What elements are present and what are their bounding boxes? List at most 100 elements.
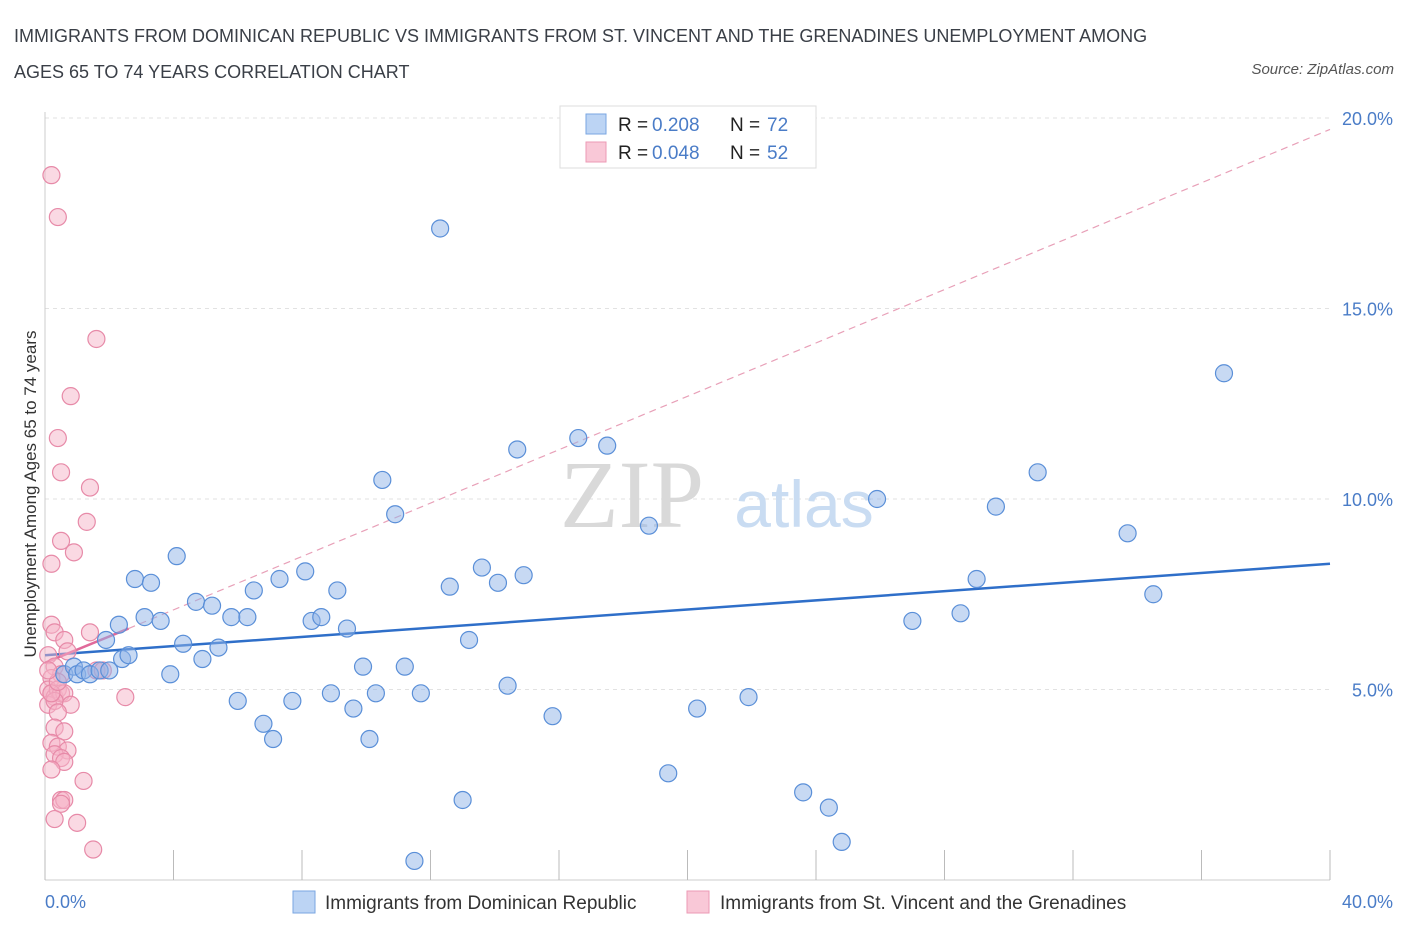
- blue-point-8: [109, 615, 128, 634]
- axes: [44, 112, 1331, 881]
- blue-point-38: [360, 729, 379, 749]
- pink-point-1: [48, 207, 67, 227]
- blue-point-11: [125, 569, 145, 589]
- blue-point-34: [328, 581, 347, 600]
- chart-title: IMMIGRANTS FROM DOMINICAN REPUBLIC VS IM…: [14, 18, 1214, 90]
- blue-point-23: [228, 691, 247, 711]
- blue-point-10: [119, 646, 138, 665]
- watermark: ZIP atlas: [560, 441, 874, 548]
- blue-point-65: [951, 604, 970, 623]
- pink-point-14: [58, 642, 77, 661]
- blue-point-67: [986, 497, 1006, 516]
- legend-n-label-1: N =: [730, 115, 760, 136]
- blue-point-60: [794, 783, 813, 802]
- pink-point-41: [42, 760, 61, 779]
- pink-point-2: [87, 329, 106, 349]
- x-tick-label-1: 40.0%: [1342, 892, 1393, 912]
- blue-point-62: [832, 832, 851, 852]
- blue-point-7: [100, 661, 119, 680]
- blue-point-44: [431, 219, 450, 238]
- x-tick-label-0: 0.0%: [45, 892, 86, 912]
- pink-point-47: [68, 813, 87, 832]
- pink-point-34: [55, 722, 74, 741]
- blue-point-55: [598, 436, 617, 455]
- legend-swatch-blue: [585, 113, 607, 135]
- blue-point-70: [1144, 585, 1163, 604]
- pink-point-0: [42, 166, 61, 185]
- legend-n-value-2: 52: [767, 143, 788, 164]
- pink-point-42: [74, 771, 93, 791]
- pink-point-46: [45, 809, 64, 829]
- pink-trend-line: [44, 627, 129, 664]
- blue-point-64: [903, 611, 922, 631]
- title-line-1: IMMIGRANTS FROM DOMINICAN REPUBLIC VS IM…: [14, 26, 1148, 46]
- blue-point-29: [283, 691, 302, 711]
- pink-point-45: [51, 794, 71, 813]
- blue-point-57: [659, 764, 678, 783]
- blue-point-32: [312, 608, 331, 627]
- blue-point-68: [1028, 463, 1047, 482]
- legend-r-value-1: 0.208: [652, 115, 700, 136]
- blue-point-24: [238, 608, 257, 627]
- y-tick-label-1: 10.0%: [1342, 490, 1393, 510]
- title-line-2: AGES 65 TO 74 YEARS CORRELATION CHART: [14, 62, 410, 82]
- watermark-atlas: atlas: [734, 467, 873, 541]
- blue-point-43: [411, 684, 430, 703]
- blue-point-50: [498, 676, 517, 695]
- blue-trend-line: [44, 562, 1331, 657]
- bottom-legend: Immigrants from Dominican Republic Immig…: [292, 890, 1126, 914]
- blue-point-6: [96, 630, 116, 650]
- blue-point-49: [488, 573, 508, 592]
- blue-point-46: [453, 790, 472, 810]
- blue-point-16: [167, 547, 186, 566]
- blue-point-26: [254, 714, 273, 733]
- blue-point-69: [1118, 524, 1137, 543]
- bottom-legend-swatch-pink: [686, 890, 710, 914]
- pink-point-31: [116, 688, 135, 707]
- blue-point-25: [244, 581, 263, 600]
- blue-point-63: [867, 489, 887, 509]
- blue-point-15: [161, 665, 180, 684]
- pink-point-32: [48, 703, 67, 722]
- blue-point-59: [739, 688, 758, 707]
- y-tick-label-3: 20.0%: [1342, 109, 1393, 129]
- pink-point-5: [51, 463, 71, 482]
- blue-point-71: [1214, 364, 1234, 383]
- blue-point-66: [967, 569, 986, 589]
- pink-point-8: [51, 531, 71, 551]
- y-tick-labels: 5.0% 10.0% 15.0% 20.0%: [1342, 109, 1393, 701]
- x-tick-labels: 0.0% 40.0%: [45, 892, 1393, 912]
- pink-point-9: [64, 543, 84, 562]
- blue-point-17: [174, 634, 193, 653]
- blue-point-40: [373, 470, 392, 490]
- blue-point-53: [543, 707, 562, 726]
- blue-point-13: [141, 573, 161, 592]
- y-tick-label-0: 5.0%: [1352, 681, 1393, 701]
- blue-point-48: [472, 558, 491, 577]
- watermark-zip: ZIP: [560, 441, 704, 548]
- blue-point-12: [135, 608, 154, 627]
- bottom-legend-label-1: Immigrants from Dominican Republic: [325, 893, 637, 914]
- blue-point-51: [508, 440, 527, 459]
- blue-point-54: [569, 428, 588, 448]
- blue-point-36: [344, 699, 363, 718]
- blue-point-39: [366, 684, 385, 703]
- data-points: [39, 166, 1234, 871]
- blue-point-61: [819, 798, 838, 817]
- pink-point-10: [42, 554, 61, 573]
- blue-point-52: [514, 566, 533, 585]
- legend-r-label-1: R =: [618, 115, 648, 136]
- blue-point-22: [222, 608, 241, 627]
- pink-point-15: [80, 623, 100, 642]
- legend-swatch-pink: [585, 141, 607, 163]
- blue-point-56: [639, 516, 659, 535]
- blue-point-33: [321, 684, 341, 703]
- blue-point-30: [296, 562, 315, 581]
- bottom-legend-swatch-blue: [292, 890, 316, 914]
- y-tick-label-2: 15.0%: [1342, 300, 1393, 320]
- grid-lines: [45, 117, 1330, 690]
- source-label: Source: ZipAtlas.com: [1251, 61, 1394, 78]
- pink-point-6: [80, 478, 100, 497]
- pink-point-51: [39, 661, 58, 680]
